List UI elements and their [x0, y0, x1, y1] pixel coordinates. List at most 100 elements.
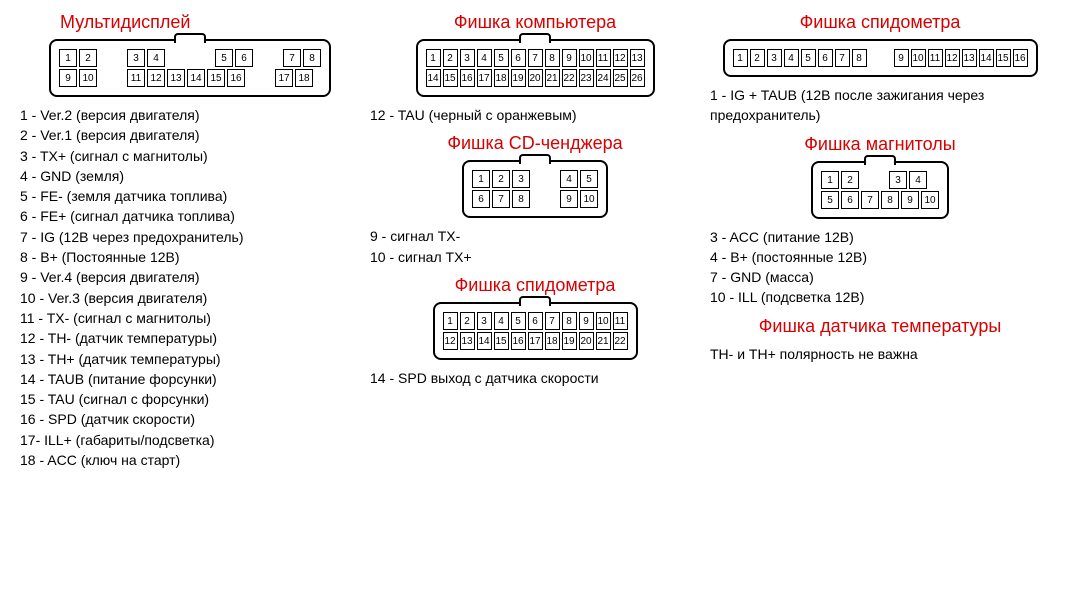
connector-pin: 13 — [167, 69, 185, 87]
pin-line: 3 - ACC (питание 12В) — [710, 227, 1050, 247]
pin-line: 17- ILL+ (габариты/подсветка) — [20, 430, 360, 450]
pin-line: 14 - SPD выход с датчика скорости — [370, 368, 700, 388]
pinlist-cdchanger: 9 - сигнал TX-10 - сигнал TX+ — [370, 226, 700, 267]
connector-pin: 2 — [79, 49, 97, 67]
connector-pin: 1 — [733, 49, 748, 67]
connector-pin: 6 — [841, 191, 859, 209]
connector-pin: 7 — [545, 312, 560, 330]
connector-pin — [187, 49, 205, 67]
pin-line: 1 - Ver.2 (версия двигателя) — [20, 105, 360, 125]
pin-line: 10 - сигнал TX+ — [370, 247, 700, 267]
connector-pin: 1 — [426, 49, 441, 67]
connector-pin: 26 — [630, 69, 645, 87]
connector-pin: 8 — [512, 190, 530, 208]
connector-pin: 18 — [545, 332, 560, 350]
pin-line: 7 - IG (12В через предохранитель) — [20, 227, 360, 247]
connector-pin: 4 — [560, 170, 578, 188]
connector-row: 12345 — [472, 170, 598, 188]
section-radio: Фишка магнитолы 12345678910 3 - ACC (пит… — [710, 134, 1050, 308]
connector-pin — [99, 69, 117, 87]
connector-pin: 17 — [477, 69, 492, 87]
connector-pin: 7 — [861, 191, 879, 209]
connector-speedo-a-wrap: 12345678910111213141516 — [710, 39, 1050, 77]
connector-pin: 17 — [275, 69, 293, 87]
connector-pin: 21 — [596, 332, 611, 350]
connector-speedo-b-wrap: 12345678910111213141516171819202122 — [370, 302, 700, 360]
connector-row: 12345678910111213 — [426, 49, 645, 67]
connector-pin: 16 — [227, 69, 245, 87]
connector-pin: 8 — [852, 49, 867, 67]
connector-radio: 12345678910 — [811, 161, 949, 219]
connector-gap — [275, 49, 281, 67]
connector-pin: 16 — [1013, 49, 1028, 67]
connector-pin: 18 — [295, 69, 313, 87]
connector-pin: 21 — [545, 69, 560, 87]
connector-row: 12345678 — [59, 49, 321, 67]
connector-pin: 18 — [494, 69, 509, 87]
connector-pin: 4 — [494, 312, 509, 330]
connector-computer-wrap: 1234567891011121314151617181920212223242… — [370, 39, 700, 97]
connector-pin: 10 — [921, 191, 939, 209]
connector-gap — [881, 171, 887, 189]
connector-pin: 8 — [303, 49, 321, 67]
connector-pin: 6 — [511, 49, 526, 67]
connector-pin: 6 — [818, 49, 833, 67]
pin-line: 5 - FE- (земля датчика топлива) — [20, 186, 360, 206]
connector-pin: 13 — [962, 49, 977, 67]
connector-pin: 2 — [841, 171, 859, 189]
connector-row: 9101112131415161718 — [59, 69, 321, 87]
pinlist-multidisplay: 1 - Ver.2 (версия двигателя)2 - Ver.1 (в… — [20, 105, 360, 470]
pin-line: 9 - сигнал TX- — [370, 226, 700, 246]
connector-pin: 7 — [528, 49, 543, 67]
connector-pin: 2 — [443, 49, 458, 67]
connector-pin — [255, 49, 273, 67]
connector-pin: 3 — [767, 49, 782, 67]
connector-pin: 10 — [911, 49, 926, 67]
connector-pin: 1 — [443, 312, 458, 330]
connector-pin: 10 — [79, 69, 97, 87]
connector-pin: 10 — [580, 190, 598, 208]
title-speedo-a: Фишка спидометра — [710, 12, 1050, 33]
connector-pin: 14 — [426, 69, 441, 87]
pin-line: 12 - TH- (датчик температуры) — [20, 328, 360, 348]
connector-pin — [532, 190, 550, 208]
title-speedo-b: Фишка спидометра — [370, 275, 700, 296]
connector-pin: 4 — [909, 171, 927, 189]
connector-pin: 8 — [881, 191, 899, 209]
connector-pin: 2 — [492, 170, 510, 188]
connector-pin: 3 — [889, 171, 907, 189]
connector-multidisplay-wrap: 123456789101112131415161718 — [20, 39, 360, 97]
connector-cdchanger: 12345678910 — [462, 160, 608, 218]
connector-pin: 12 — [613, 49, 628, 67]
connector-pin: 14 — [477, 332, 492, 350]
connector-pin: 19 — [511, 69, 526, 87]
connector-pin: 8 — [562, 312, 577, 330]
connector-pin: 11 — [928, 49, 943, 67]
connector-pin: 14 — [187, 69, 205, 87]
connector-row: 678910 — [472, 190, 598, 208]
pin-line: 6 - FE+ (сигнал датчика топлива) — [20, 206, 360, 226]
connector-pin: 20 — [528, 69, 543, 87]
connector-pin: 8 — [545, 49, 560, 67]
connector-pin: 9 — [560, 190, 578, 208]
pin-line: 7 - GND (масса) — [710, 267, 1050, 287]
connector-pin: 25 — [613, 69, 628, 87]
connector-pin: 12 — [443, 332, 458, 350]
connector-multidisplay: 123456789101112131415161718 — [49, 39, 331, 97]
connector-pin: 3 — [512, 170, 530, 188]
pinlist-speedo-b: 14 - SPD выход с датчика скорости — [370, 368, 700, 388]
connector-pin: 19 — [562, 332, 577, 350]
connector-pin: 22 — [562, 69, 577, 87]
connector-computer: 1234567891011121314151617181920212223242… — [416, 39, 655, 97]
connector-pin: 5 — [511, 312, 526, 330]
connector-pin: 15 — [494, 332, 509, 350]
title-tempsensor: Фишка датчика температуры — [710, 316, 1050, 337]
connector-pin — [247, 69, 265, 87]
connector-gap — [119, 69, 125, 87]
connector-gap — [207, 49, 213, 67]
connector-pin: 11 — [127, 69, 145, 87]
connector-pin: 15 — [207, 69, 225, 87]
connector-pin: 5 — [801, 49, 816, 67]
connector-pin — [861, 171, 879, 189]
connector-pin: 9 — [894, 49, 909, 67]
